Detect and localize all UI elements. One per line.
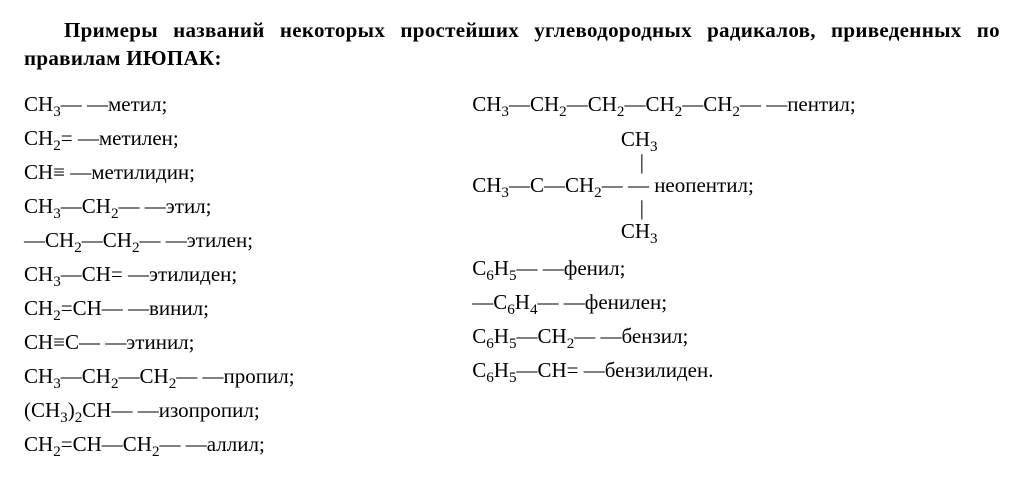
- radical-name: пентил;: [787, 92, 856, 116]
- formula-row: CH3: [472, 220, 754, 243]
- formula: C6H5—CH= —: [472, 358, 605, 382]
- radical-entry: C6H5— — фенил;: [472, 251, 1000, 285]
- radical-entry: CH3—CH2— — этил;: [24, 189, 462, 223]
- formula: CH≡ —: [24, 160, 91, 184]
- formula: CH3—CH2— —: [24, 194, 166, 218]
- radical-entry: (CH3)2CH— — изопропил;: [24, 393, 462, 427]
- formula-row: |: [472, 151, 754, 174]
- radical-entry: —CH2—CH2— — этилен;: [24, 223, 462, 257]
- formula: —CH2—CH2— —: [24, 228, 187, 252]
- structural-formula: CH3 |CH3—C—CH2— — неопентил; | CH3: [472, 128, 754, 243]
- formula: CH≡C— —: [24, 330, 126, 354]
- formula-row: |: [472, 197, 754, 220]
- radical-entry: CH3 |CH3—C—CH2— — неопентил; | CH3: [472, 121, 1000, 251]
- radical-name: этинил;: [126, 330, 194, 354]
- radical-name: винил;: [149, 296, 209, 320]
- radical-name: фенилен;: [585, 290, 667, 314]
- radical-entry: CH≡C— — этинил;: [24, 325, 462, 359]
- radical-name: аллил;: [207, 432, 265, 456]
- formula: CH3—CH2—CH2— —: [24, 364, 224, 388]
- radical-name: этилиден;: [149, 262, 237, 286]
- radical-entry: CH3— — метил;: [24, 87, 462, 121]
- radical-name: пропил;: [224, 364, 295, 388]
- formula: CH3— —: [24, 92, 108, 116]
- formula-row: CH3—C—CH2— — неопентил;: [472, 174, 754, 197]
- radical-name: бензил;: [622, 324, 689, 348]
- formula-row: CH3: [472, 128, 754, 151]
- radical-name: этил;: [166, 194, 212, 218]
- radical-entry: C6H5—CH= — бензилиден.: [472, 353, 1000, 387]
- title-text: Примеры названий некоторых простейших уг…: [24, 18, 1000, 70]
- radical-name: метилен;: [99, 126, 179, 150]
- radical-entry: CH2= — метилен;: [24, 121, 462, 155]
- radical-entry: C6H5—CH2— — бензил;: [472, 319, 1000, 353]
- page-title: Примеры названий некоторых простейших уг…: [24, 16, 1000, 73]
- content-columns: CH3— — метил;CH2= — метилен;CH≡ — метили…: [24, 87, 1000, 461]
- formula: —C6H4— —: [472, 290, 585, 314]
- formula: CH2= —: [24, 126, 99, 150]
- radical-name: изопропил;: [159, 398, 260, 422]
- radical-entry: CH3—CH2—CH2— — пропил;: [24, 359, 462, 393]
- radical-entry: CH2=CH— — винил;: [24, 291, 462, 325]
- radical-entry: CH3—CH= — этилиден;: [24, 257, 462, 291]
- left-column: CH3— — метил;CH2= — метилен;CH≡ — метили…: [24, 87, 462, 461]
- radical-name: метилидин;: [91, 160, 195, 184]
- radical-entry: CH3—CH2—CH2—CH2—CH2— — пентил;: [472, 87, 1000, 121]
- formula: (CH3)2CH— —: [24, 398, 159, 422]
- radical-name: этилен;: [187, 228, 253, 252]
- formula: CH2=CH— —: [24, 296, 149, 320]
- formula: CH3—CH= —: [24, 262, 149, 286]
- radical-entry: —C6H4— — фенилен;: [472, 285, 1000, 319]
- radical-name: неопентил;: [654, 173, 754, 197]
- radical-name: метил;: [108, 92, 167, 116]
- right-column: CH3—CH2—CH2—CH2—CH2— — пентил; CH3 |CH3—…: [472, 87, 1000, 461]
- formula: CH3—CH2—CH2—CH2—CH2— —: [472, 92, 787, 116]
- radical-name: бензилиден.: [605, 358, 714, 382]
- radical-entry: CH2=CH—CH2— — аллил;: [24, 427, 462, 461]
- radical-entry: CH≡ — метилидин;: [24, 155, 462, 189]
- formula: CH2=CH—CH2— —: [24, 432, 207, 456]
- formula: C6H5— —: [472, 256, 564, 280]
- formula: C6H5—CH2— —: [472, 324, 621, 348]
- radical-name: фенил;: [564, 256, 626, 280]
